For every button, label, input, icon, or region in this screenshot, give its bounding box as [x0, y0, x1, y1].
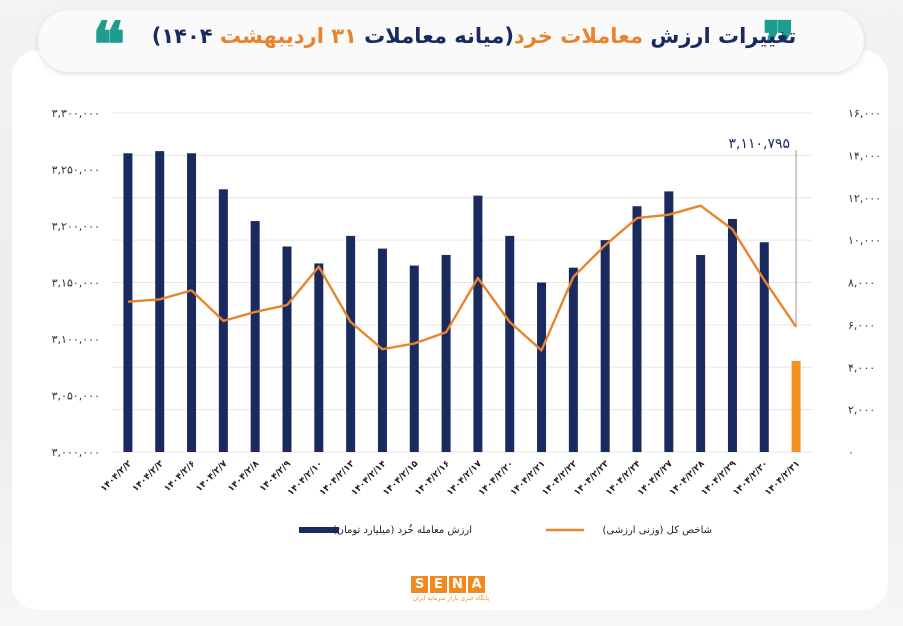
left-axis-tick-label: ۳,۲۰۰,۰۰۰	[52, 220, 100, 233]
index-line-series	[127, 204, 798, 352]
right-axis-tick-label: ۰	[848, 446, 854, 459]
left-axis-tick-label: ۳,۱۵۰,۰۰۰	[52, 277, 100, 290]
bar	[282, 246, 292, 452]
chart-title: تغییرات ارزش معاملات خرد(میانه معاملات ۳…	[140, 24, 808, 48]
title-part-3: (میانه معاملات	[356, 24, 514, 48]
right-axis-tick-label: ۱۰,۰۰۰	[848, 234, 881, 247]
logo-letter: N	[449, 576, 466, 593]
bar	[346, 235, 356, 452]
left-axis-tick-label: ۳,۱۰۰,۰۰۰	[52, 333, 100, 346]
bar	[123, 153, 133, 452]
title-bar	[38, 10, 864, 72]
legend-line-label: شاخص کل (وزنی ارزشی)	[603, 525, 712, 536]
right-axis-tick-label: ۸,۰۰۰	[848, 277, 875, 290]
bar	[600, 240, 610, 452]
left-axis-tick-label: ۳,۲۵۰,۰۰۰	[52, 164, 100, 177]
bar	[250, 221, 260, 452]
bar	[314, 263, 324, 452]
bar	[441, 254, 451, 452]
title-part-4: ۳۱ اردیبهشت	[219, 24, 357, 48]
left-axis-tick-label: ۳,۰۰۰,۰۰۰	[52, 446, 100, 459]
right-axis-tick-label: ۴,۰۰۰	[848, 361, 875, 374]
right-axis-tick-label: ۱۴,۰۰۰	[848, 149, 881, 162]
bar	[187, 153, 197, 452]
right-axis-tick-label: ۱۶,۰۰۰	[848, 107, 881, 120]
bar	[759, 242, 769, 452]
right-axis-tick-label: ۶,۰۰۰	[848, 319, 875, 332]
logo-letter: A	[468, 576, 485, 593]
chart-panel: ۳,۰۰۰,۰۰۰ ۳,۰۵۰,۰۰۰ ۳,۱۰۰,۰۰۰ ۳,۱۵۰,۰۰۰ ۳,۲۰…	[12, 50, 888, 610]
bar	[696, 254, 706, 452]
title-part-5: ۱۴۰۴)	[151, 24, 220, 48]
quote-open-icon: ❝	[92, 8, 126, 81]
logo-subtitle: پایگاه خبری بازار سرمایه ایران	[412, 595, 490, 602]
bar	[664, 191, 674, 453]
title-part-1: تغییرات ارزش	[643, 24, 797, 48]
bar	[632, 206, 642, 452]
left-axis-tick-label: ۳,۳۰۰,۰۰۰	[52, 107, 100, 120]
bar	[568, 267, 578, 452]
bar	[791, 360, 801, 452]
bar	[727, 218, 737, 452]
title-part-2: معاملات خرد	[513, 24, 644, 48]
bar	[473, 195, 483, 452]
sena-logo: S E N A پایگاه خبری بازار سرمایه ایران	[411, 576, 491, 606]
legend-bar-label: ارزش معامله خُرد (میلیارد تومان)	[333, 524, 472, 536]
bar	[505, 235, 515, 452]
right-axis-tick-label: ۲,۰۰۰	[848, 404, 875, 417]
left-axis-tick-label: ۳,۰۵۰,۰۰۰	[52, 390, 100, 403]
right-axis-tick-label: ۱۲,۰۰۰	[848, 192, 881, 205]
legend-bar-swatch	[299, 527, 339, 533]
bar	[155, 151, 165, 452]
quote-close-icon: ❞	[762, 8, 796, 81]
bar	[537, 282, 547, 452]
annotation-label: ۳,۱۱۰,۷۹۵	[729, 136, 791, 152]
chart-svg: ۳,۰۰۰,۰۰۰ ۳,۰۵۰,۰۰۰ ۳,۱۰۰,۰۰۰ ۳,۱۵۰,۰۰۰ ۳,۲۰…	[12, 50, 888, 610]
logo-letter: S	[411, 576, 428, 593]
bar	[409, 265, 419, 452]
logo-letter: E	[430, 576, 447, 593]
